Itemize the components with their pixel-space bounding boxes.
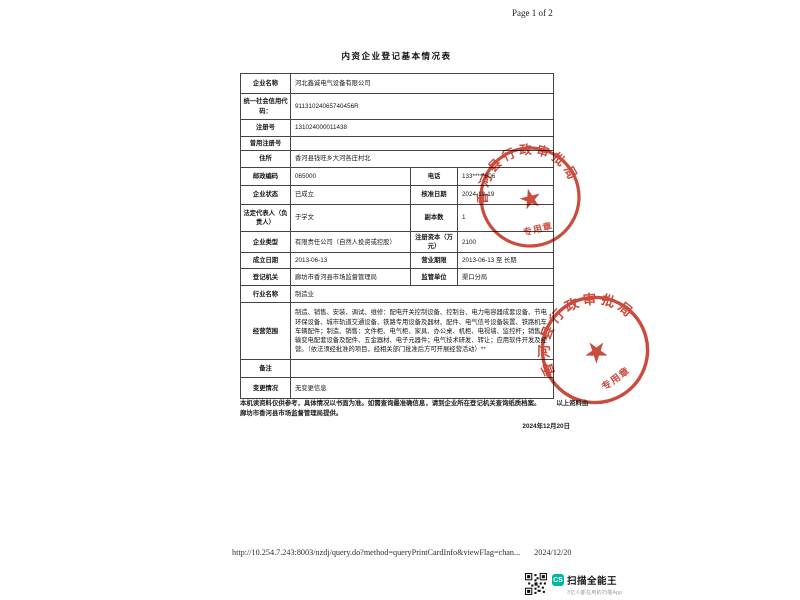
field-label: 电话 [410,167,458,186]
field-value: 2100 [457,230,554,254]
field-label: 统一社会信用代码： [240,93,291,120]
field-value: 渠口分局 [457,268,554,287]
field-label: 变更情况 [240,377,291,400]
field-value: 廊坊市香河县市场监督管理局 [290,268,411,287]
registration-table: 企业名称 河北鑫诚电气设备有限公司 统一社会信用代码： 911310240657404… [240,73,554,400]
field-label: 住所 [240,150,291,168]
field-label: 核准日期 [410,185,458,205]
qr-code-icon [525,573,547,595]
field-value: 于学文 [290,204,411,232]
stamp-ring [479,146,581,248]
camscanner-watermark: CS 扫描全能王 3亿人都在用的扫描App [525,573,622,596]
document-title: 内资企业登记基本情况表 [341,51,452,61]
field-label: 经营范围 [240,302,291,361]
table-row: 企业类型 有限责任公司（自然人投资或控股） 注册资本（万元） 2100 [240,230,554,254]
stamp-caption: 专用章 [599,365,632,394]
field-label: 注册号 [240,119,291,137]
stamp-ring [540,295,650,405]
field-label: 行业名称 [240,285,291,304]
table-row: 行业名称 制造业 [240,285,554,304]
field-label: 企业名称 [240,73,291,94]
field-value: 已成立 [290,185,411,205]
table-row: 经营范围 制造、销售、安装、调试、维修：配电开关控制设备、控制台、电力电容器成套设… [240,302,554,361]
field-value [290,359,554,379]
field-label: 注册资本（万元） [410,230,458,254]
field-value: 2013-06-13 [290,252,411,270]
field-label: 登记机关 [240,268,291,287]
table-row: 企业名称 河北鑫诚电气设备有限公司 [240,73,554,94]
camscanner-app-name: 扫描全能王 [567,576,618,587]
table-row: 备注 [240,359,554,379]
table-row: 成立日期 2013-06-13 营业期限 2013-06-13 至 长期 [240,252,554,270]
print-url: http://10.254.7.243:8003/nzdj/query.do?m… [232,548,521,557]
stamp-caption: 专用章 [522,220,554,238]
print-date: 2024/12/20 [534,548,572,557]
field-label: 备注 [240,359,291,379]
camscanner-tagline: 3亿人都在用的扫描App [567,590,623,596]
field-label: 成立日期 [240,252,291,270]
footer-line-2: 廊坊市香河县市场监督管理局提供。 [240,410,343,418]
table-row: 登记机关 廊坊市香河县市场监督管理局 监管单位 渠口分局 [240,268,554,287]
footer-disclaimer: 本机读资料仅供参考，具体情况以书面为准。如需查询最准确信息，请到企业所在登记机关… [240,399,612,420]
print-url-line: http://10.254.7.243:8003/nzdj/query.do?m… [232,548,571,557]
page-indicator: Page 1 of 2 [512,8,553,18]
star-icon: ★ [515,181,546,216]
field-label: 法定代表人（负责人） [240,204,291,232]
footer-date: 2024年12月20日 [522,423,570,430]
table-row: 法定代表人（负责人） 于学文 副本数 1 [240,204,554,232]
field-value: 制造、销售、安装、调试、维修：配电开关控制设备、控制台、电力电容器成套设备、节电… [290,302,554,361]
field-value: 无变更信息 [290,377,554,400]
field-value: 91131024065740456R [290,93,554,120]
field-label: 曾用注册号 [240,136,291,151]
field-value: 065000 [290,167,411,186]
footer-line-1: 本机读资料仅供参考，具体情况以书面为准。如需查询最准确信息，请到企业所在登记机关… [240,400,589,407]
camscanner-logo-icon: CS [552,574,564,586]
table-row: 统一社会信用代码： 91131024065740456R [240,93,554,120]
field-label: 副本数 [410,204,458,232]
field-label: 企业状态 [240,185,291,205]
field-label: 营业期限 [410,252,458,270]
field-value: 河北鑫诚电气设备有限公司 [290,73,554,94]
field-value: 有限责任公司（自然人投资或控股） [290,230,411,254]
table-row: 变更情况 无变更信息 [240,377,554,400]
field-label: 监管单位 [410,268,458,287]
table-row: 注册号 131024000011438 [240,119,554,137]
field-value: 制造业 [290,285,554,304]
registration-table-body: 企业名称 河北鑫诚电气设备有限公司 统一社会信用代码： 911310240657404… [240,73,554,400]
field-label: 邮政编码 [240,167,291,186]
field-value: 131024000011438 [290,119,554,137]
star-icon: ★ [577,332,617,373]
field-label: 企业类型 [240,230,291,254]
